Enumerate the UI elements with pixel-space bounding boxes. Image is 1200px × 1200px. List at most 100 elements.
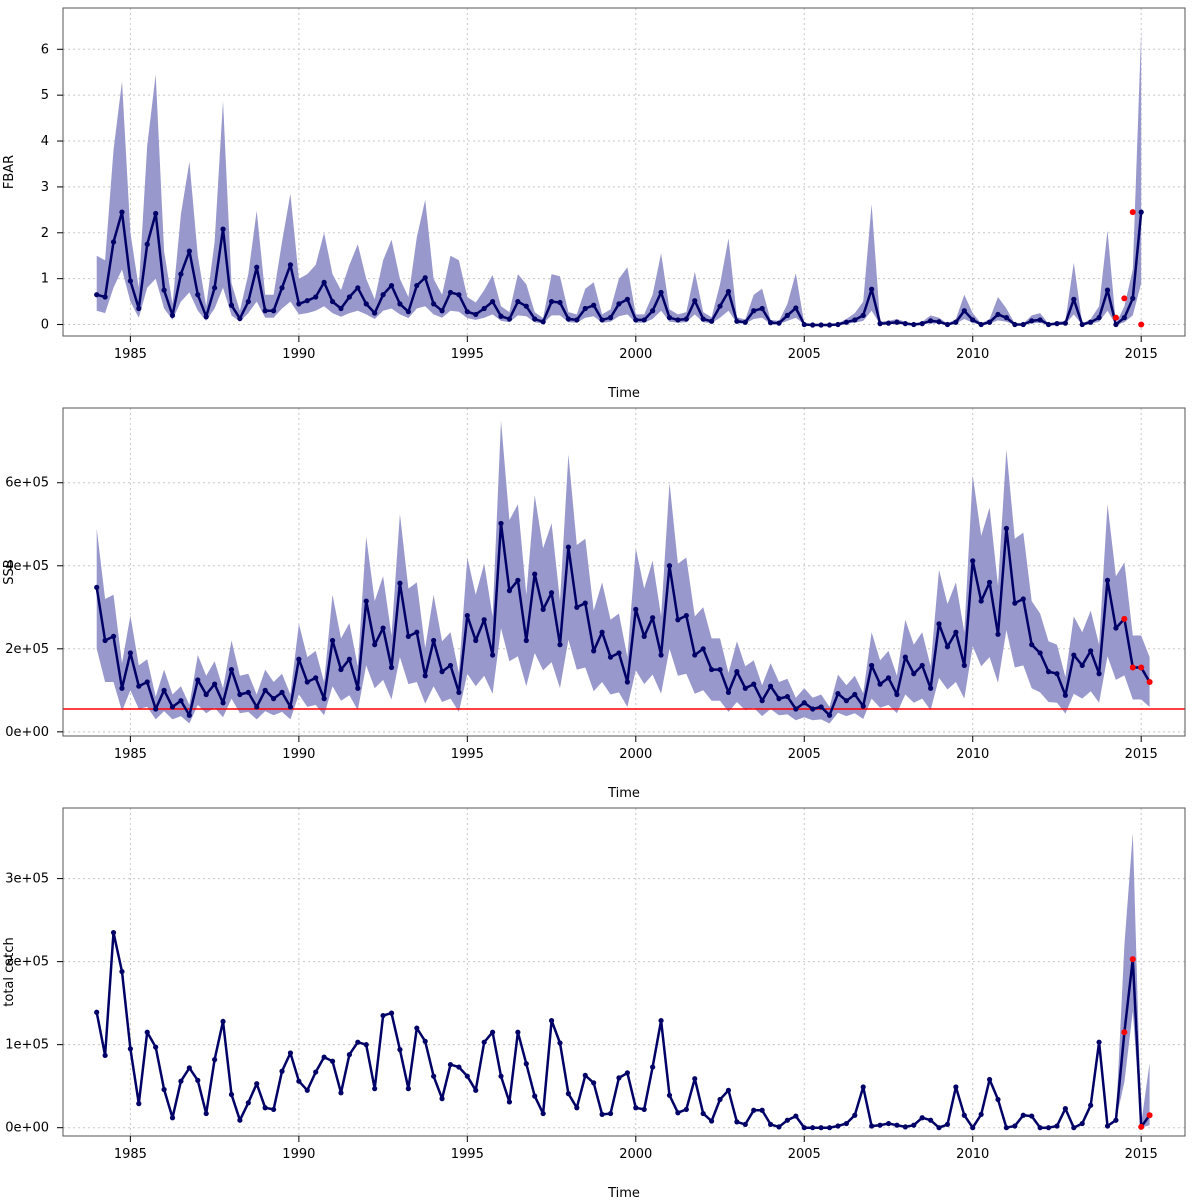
fbar-point-100: [936, 319, 942, 325]
fbar-point-15: [220, 226, 226, 232]
fbar-point-112: [1037, 317, 1043, 323]
catch-point-3: [119, 968, 125, 975]
fbar-point-59: [591, 302, 597, 308]
ssb-point-97: [911, 671, 917, 677]
catch-point-31: [355, 1039, 361, 1045]
ssb-point-27: [321, 696, 327, 702]
fbar-point-11: [186, 248, 192, 254]
ssb-point-119: [1096, 671, 1102, 677]
catch-y-axis-title: total catch: [2, 937, 17, 1006]
ssb-point-59: [591, 648, 597, 654]
fbar-point-66: [650, 308, 656, 314]
ssb-point-14: [212, 681, 218, 687]
catch-point-105: [978, 1111, 984, 1118]
catch-point-117: [1079, 1120, 1085, 1127]
catch-point-43: [456, 1064, 462, 1070]
fbar-point-30: [346, 294, 352, 300]
fbar-point-33: [372, 310, 378, 316]
catch-plot-frame: [62, 807, 1186, 1137]
fbar-point-120: [1104, 287, 1111, 293]
catch-point-4: [127, 1046, 133, 1052]
fbar-point-17: [237, 315, 243, 322]
ssb-point-103: [961, 662, 967, 669]
catch-point-73: [709, 1118, 715, 1124]
ssb-point-54: [548, 590, 555, 596]
ssb-point-82: [784, 693, 791, 700]
catch-point-29: [338, 1090, 344, 1096]
catch-point-36: [397, 1047, 403, 1053]
fbar-point-115: [1062, 320, 1068, 326]
catch-x-axis-title: Time: [607, 1186, 640, 1200]
fbar-point-23: [287, 262, 294, 268]
fbar-point-74: [717, 303, 723, 309]
catch-point-11: [186, 1065, 192, 1071]
fbar-point-89: [843, 319, 849, 325]
ssb-point-99: [928, 685, 934, 691]
ssb-point-78: [751, 681, 757, 687]
catch-point-28: [329, 1058, 336, 1064]
fbar-xtick-label-1: 1990: [282, 347, 315, 362]
ssb-point-6: [144, 679, 150, 685]
ssb-point-107: [995, 631, 1001, 637]
ssb-point-50: [515, 577, 521, 583]
fbar-point-79: [759, 305, 765, 312]
catch-point-108: [1003, 1125, 1010, 1131]
fbar-highlight-point-1: [1121, 295, 1128, 302]
catch-point-121: [1113, 1117, 1119, 1123]
fbar-point-75: [725, 288, 732, 295]
fbar-point-34: [380, 292, 386, 298]
catch-point-99: [928, 1117, 934, 1123]
ssb-point-73: [709, 666, 715, 673]
fbar-point-68: [666, 315, 673, 321]
ssb-point-80: [767, 683, 774, 689]
ssb-point-43: [456, 689, 462, 696]
fbar-point-71: [692, 298, 698, 304]
fbar-point-39: [422, 275, 428, 281]
catch-point-5: [136, 1101, 142, 1107]
catch-point-52: [532, 1093, 538, 1099]
fbar-ytick-label-1: 1: [41, 272, 49, 287]
ssb-point-94: [885, 675, 892, 681]
catch-point-85: [810, 1125, 816, 1131]
fbar-point-16: [228, 302, 235, 308]
ssb-point-7: [153, 706, 159, 712]
fbar-confidence-band: [96, 30, 1142, 326]
ssb-point-74: [717, 666, 723, 673]
catch-point-6: [144, 1029, 150, 1035]
catch-point-47: [489, 1029, 496, 1035]
fbar-xtick-label-4: 2005: [788, 347, 821, 362]
ssb-xtick-label-6: 2015: [1125, 747, 1158, 762]
ssb-point-84: [801, 700, 807, 706]
ssb-point-48: [498, 520, 504, 527]
fbar-point-62: [616, 301, 622, 307]
fbar-point-24: [296, 301, 302, 307]
fbar-point-102: [953, 319, 959, 325]
fbar-point-7: [153, 210, 159, 217]
catch-point-70: [683, 1106, 689, 1113]
fbar-point-37: [405, 309, 411, 315]
fbar-point-116: [1071, 296, 1077, 302]
catch-point-101: [944, 1121, 951, 1127]
catch-ytick-label-3: 3e+05: [5, 872, 49, 887]
fbar-point-32: [363, 301, 369, 307]
fbar-point-82: [784, 312, 791, 318]
fbar-point-64: [633, 317, 639, 323]
ssb-point-61: [607, 654, 614, 660]
fbar-point-35: [388, 282, 395, 289]
catch-point-103: [961, 1112, 967, 1118]
ssb-point-64: [633, 606, 639, 612]
fbar-panel: 1985 1990 1995 2000 2005 2010 2015 0 1 2 3 4 5 6 Time F…: [2, 7, 1186, 401]
catch-point-111: [1029, 1113, 1035, 1119]
fbar-point-54: [548, 298, 555, 305]
ssb-point-96: [902, 654, 908, 660]
fbar-point-118: [1088, 319, 1094, 325]
ssb-point-20: [262, 687, 268, 693]
ssb-point-76: [734, 669, 740, 675]
fbar-xtick-label-3: 2000: [619, 347, 652, 362]
fbar-point-84: [801, 321, 807, 328]
fbar-highlight-point-3: [1138, 321, 1145, 328]
ssb-point-53: [540, 606, 546, 612]
ssb-point-70: [683, 612, 689, 619]
ssb-point-93: [877, 681, 883, 687]
fbar-point-3: [119, 209, 125, 215]
